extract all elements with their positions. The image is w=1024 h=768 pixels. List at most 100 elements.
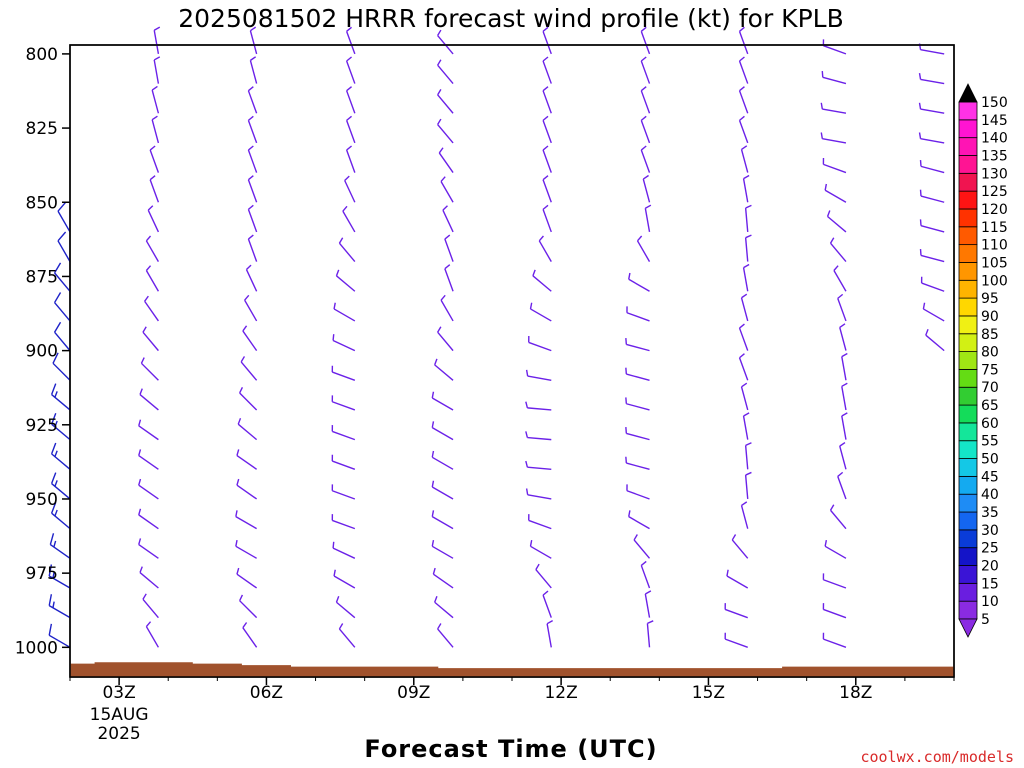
wind-barb [431, 450, 454, 470]
barb-staff [542, 90, 552, 114]
barb-staff [336, 275, 356, 292]
barb-staff [823, 579, 847, 589]
barb-feather [149, 175, 156, 181]
barb-staff [345, 90, 356, 114]
colorbar-segment [958, 208, 978, 228]
colorbar-segment [958, 244, 978, 263]
wind-barb [57, 201, 71, 233]
barb-staff [920, 254, 945, 263]
wind-barb [636, 235, 651, 262]
barb-feather [824, 539, 828, 547]
barb-feather [247, 204, 254, 210]
barb-feather [138, 478, 142, 486]
barb-feather [628, 272, 631, 280]
wind-barb [437, 89, 454, 114]
colorbar-segment [958, 475, 978, 495]
barb-feather [332, 334, 335, 341]
barb-feather [239, 386, 244, 394]
barb-staff [444, 238, 454, 262]
wind-barb [738, 323, 749, 351]
colorbar-segment [958, 404, 978, 424]
wind-barb [438, 147, 454, 173]
barb-feather [739, 56, 745, 62]
barb-staff [138, 454, 159, 470]
barb-staff [247, 209, 258, 233]
wind-barb [442, 205, 454, 233]
barb-staff [738, 357, 749, 381]
barb-staff [530, 545, 552, 559]
wind-barb [249, 26, 258, 55]
wind-barb [740, 293, 749, 322]
barb-feather [841, 382, 848, 387]
barb-staff [48, 634, 71, 648]
colorbar-segment [958, 511, 978, 531]
wind-barb [644, 590, 652, 618]
wind-barb [48, 564, 71, 589]
barb-feather [529, 302, 533, 310]
x-tick-year: 2025 [97, 724, 140, 744]
barb-feather [333, 302, 336, 310]
barb-staff [921, 282, 945, 292]
barb-feather [820, 102, 824, 110]
wind-barb [138, 449, 159, 470]
barb-staff [626, 462, 650, 470]
barb-feather [52, 571, 55, 579]
barb-feather [50, 472, 57, 484]
wind-barb [437, 59, 454, 85]
barb-staff [247, 179, 258, 203]
barb-feather [824, 183, 828, 191]
wind-barb [837, 293, 847, 322]
barb-staff [740, 149, 749, 173]
barb-staff [532, 275, 552, 292]
barb-staff [542, 120, 552, 144]
wind-barb [338, 237, 356, 263]
barb-feather [743, 263, 750, 269]
colorbar-segment [958, 529, 978, 549]
barb-feather [431, 450, 435, 458]
barb-feather [54, 450, 58, 457]
barb-staff [54, 331, 71, 352]
barb-staff [440, 299, 454, 322]
barb-feather [242, 622, 248, 629]
barb-staff [925, 334, 945, 352]
barb-staff [338, 628, 356, 648]
barb-feather [50, 502, 57, 514]
barb-feather [239, 594, 244, 601]
barb-staff [431, 545, 454, 559]
wind-barb [528, 336, 552, 352]
barb-staff [740, 505, 749, 529]
wind-barb [841, 352, 848, 381]
colorbar-segment [958, 440, 978, 459]
wind-barb [542, 204, 552, 233]
barb-feather [431, 480, 435, 488]
colorbar-label: 135 [981, 148, 1008, 164]
barb-feather [247, 86, 254, 92]
barb-feather [444, 234, 451, 240]
barb-feather [48, 623, 53, 636]
wind-barb [919, 248, 945, 263]
barb-feather [247, 115, 254, 121]
wind-barb [744, 234, 752, 262]
wind-barb [640, 26, 651, 55]
colorbar-label: 65 [981, 398, 999, 414]
barb-staff [140, 362, 159, 381]
wind-barb [625, 427, 650, 441]
barb-feather [53, 540, 57, 548]
wind-barb [332, 541, 356, 559]
barb-feather [647, 620, 654, 625]
wind-barb [841, 412, 848, 440]
barb-staff [247, 120, 258, 144]
wind-barb [640, 145, 651, 173]
wind-barb [925, 328, 945, 352]
barb-staff [841, 356, 847, 381]
barb-staff [431, 486, 454, 500]
wind-barb [247, 234, 258, 262]
barb-staff [332, 430, 356, 441]
wind-barb [153, 26, 161, 55]
barb-staff [247, 149, 258, 173]
wind-barb [249, 56, 258, 84]
barb-staff [640, 31, 651, 55]
barb-staff [640, 149, 651, 173]
wind-barb [525, 401, 552, 411]
barb-staff [440, 181, 454, 203]
